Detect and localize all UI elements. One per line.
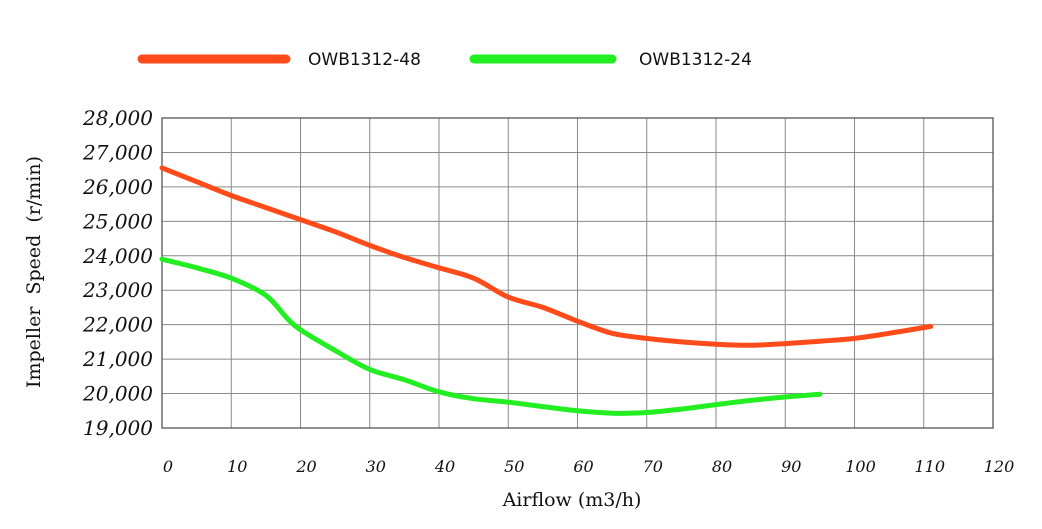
x-tick-label: 60 <box>573 457 593 476</box>
x-axis-title: Airflow (m3/h) <box>502 489 642 511</box>
x-tick-label: 70 <box>643 457 663 476</box>
y-axis-ticks: 28,000 27,000 26,000 25,000 24,000 23,000 22,0… <box>82 106 153 440</box>
x-tick-label: 80 <box>712 457 732 476</box>
plot-frame <box>161 117 994 429</box>
y-tick-label: 25,000 <box>82 209 153 233</box>
y-tick-label: 21,000 <box>82 347 153 371</box>
y-tick-label: 19,000 <box>83 416 153 440</box>
grid <box>161 117 994 429</box>
x-tick-label: 50 <box>504 457 524 476</box>
x-tick-label: 40 <box>434 457 455 476</box>
x-tick-label: 90 <box>781 457 801 476</box>
y-tick-label: 28,000 <box>82 106 153 130</box>
x-tick-label: 30 <box>366 457 386 476</box>
y-axis-title: Impeller Speed (r/min) <box>23 156 45 388</box>
x-tick-label: 10 <box>227 457 247 476</box>
y-tick-label: 23,000 <box>82 278 153 302</box>
x-tick-label: 0 <box>163 457 173 476</box>
y-tick-label: 26,000 <box>82 175 153 199</box>
y-tick-label: 24,000 <box>82 244 153 268</box>
series-line-owb1312-24 <box>159 256 823 416</box>
y-tick-label: 27,000 <box>82 140 153 164</box>
y-tick-label: 22,000 <box>82 313 153 337</box>
x-tick-label: 20 <box>295 457 316 476</box>
series-line-owb1312-48 <box>159 165 934 348</box>
x-tick-label: 110 <box>914 457 945 476</box>
y-tick-label: 20,000 <box>82 382 153 406</box>
legend-label-owb1312-48: OWB1312-48 <box>308 50 421 70</box>
series-layer <box>159 165 934 416</box>
x-tick-label: 100 <box>845 457 876 476</box>
legend: OWB1312-48 OWB1312-24 <box>137 50 752 70</box>
x-tick-label: 120 <box>984 457 1015 476</box>
x-axis-ticks: 0 10 20 30 40 50 60 70 80 90 100 110 120 <box>163 457 1014 476</box>
legend-label-owb1312-24: OWB1312-24 <box>639 50 752 70</box>
